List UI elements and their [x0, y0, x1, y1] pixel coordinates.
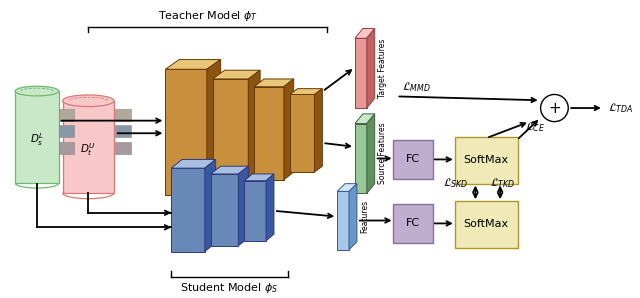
Bar	[115, 125, 131, 137]
Ellipse shape	[63, 95, 114, 107]
Text: FC: FC	[406, 154, 420, 164]
Polygon shape	[355, 38, 367, 108]
Polygon shape	[172, 168, 205, 252]
Polygon shape	[337, 184, 357, 191]
Polygon shape	[290, 94, 314, 172]
Polygon shape	[165, 69, 207, 195]
Polygon shape	[254, 79, 294, 87]
Polygon shape	[248, 70, 260, 187]
Circle shape	[541, 94, 568, 122]
Text: $\mathcal{L}_{CE}$: $\mathcal{L}_{CE}$	[525, 120, 545, 134]
Polygon shape	[165, 60, 221, 69]
Polygon shape	[244, 181, 266, 241]
Polygon shape	[355, 124, 367, 193]
FancyBboxPatch shape	[394, 140, 433, 179]
FancyBboxPatch shape	[394, 204, 433, 243]
FancyBboxPatch shape	[454, 201, 518, 248]
Text: Target Features: Target Features	[378, 39, 387, 98]
Polygon shape	[284, 79, 294, 180]
Polygon shape	[355, 114, 374, 124]
Text: $\mathcal{L}_{MMD}$: $\mathcal{L}_{MMD}$	[403, 80, 431, 94]
Text: SoftMax: SoftMax	[464, 155, 509, 165]
Polygon shape	[205, 159, 216, 252]
Polygon shape	[355, 29, 374, 38]
Text: Teacher Model $\phi_T$: Teacher Model $\phi_T$	[157, 9, 258, 23]
Polygon shape	[212, 70, 260, 79]
Text: FC: FC	[406, 218, 420, 228]
Polygon shape	[314, 89, 323, 172]
Polygon shape	[367, 29, 374, 108]
Polygon shape	[212, 79, 248, 187]
Polygon shape	[266, 174, 274, 241]
Polygon shape	[367, 114, 374, 193]
Bar	[59, 125, 74, 137]
Text: Student Model $\phi_S$: Student Model $\phi_S$	[180, 281, 278, 295]
Text: $\mathcal{L}_{TDA}$: $\mathcal{L}_{TDA}$	[608, 101, 633, 115]
FancyBboxPatch shape	[454, 137, 518, 184]
Polygon shape	[207, 60, 221, 195]
Polygon shape	[337, 191, 349, 250]
Bar	[115, 109, 131, 121]
Polygon shape	[254, 87, 284, 180]
Polygon shape	[349, 184, 357, 250]
Bar	[15, 91, 59, 183]
Text: $D_t^U$: $D_t^U$	[81, 141, 96, 158]
Ellipse shape	[15, 86, 59, 96]
Polygon shape	[239, 166, 248, 246]
Polygon shape	[172, 159, 216, 168]
Bar	[115, 142, 131, 153]
Text: $\mathcal{L}_{SKD}$: $\mathcal{L}_{SKD}$	[443, 177, 468, 190]
Text: $D_s^L$: $D_s^L$	[29, 132, 44, 148]
Bar	[59, 109, 74, 121]
Text: $\mathcal{L}_{TKD}$: $\mathcal{L}_{TKD}$	[490, 177, 516, 190]
Bar	[63, 101, 114, 193]
Text: SoftMax: SoftMax	[464, 219, 509, 229]
Polygon shape	[211, 166, 248, 174]
Text: +: +	[548, 100, 561, 116]
Text: Source Features: Source Features	[378, 123, 387, 184]
Bar	[59, 142, 74, 153]
Polygon shape	[211, 174, 239, 246]
Polygon shape	[290, 89, 323, 94]
Text: Features: Features	[360, 200, 369, 233]
Polygon shape	[244, 174, 274, 181]
